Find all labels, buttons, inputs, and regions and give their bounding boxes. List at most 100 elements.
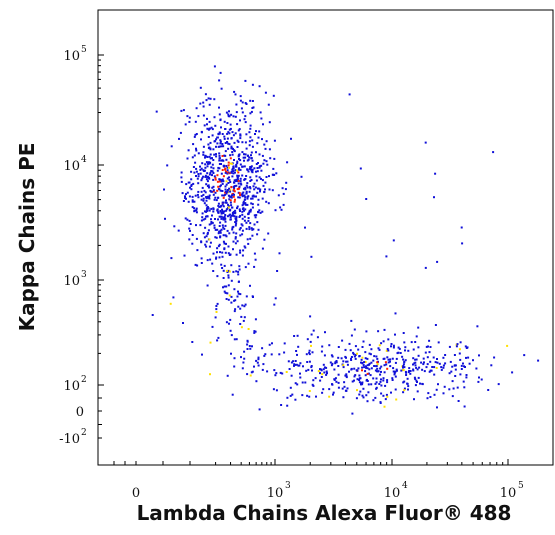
transitional-event-point: [218, 243, 221, 246]
kappa-event-point: [177, 229, 180, 232]
lambda-event-point: [428, 339, 431, 342]
kappa-event-point: [205, 204, 208, 207]
transitional-event-point: [215, 256, 218, 259]
lambda-event-point: [406, 377, 409, 380]
kappa-event-point: [228, 232, 231, 235]
transitional-event-point: [273, 303, 276, 306]
lambda-event-point: [376, 363, 379, 366]
kappa-event-point: [235, 253, 238, 256]
kappa-event-point: [265, 160, 268, 163]
kappa-event-point: [190, 183, 193, 186]
kappa-event-point: [233, 187, 236, 190]
lambda-event-point: [453, 364, 456, 367]
lambda-event-point: [286, 396, 289, 399]
kappa-event-point: [188, 219, 191, 222]
kappa-event-point: [208, 127, 211, 130]
lambda-event-point: [391, 357, 394, 360]
kappa-event-point: [237, 179, 240, 182]
lambda-event-point: [537, 359, 540, 362]
lambda-event-point: [368, 368, 371, 371]
kappa-event-point: [273, 139, 276, 142]
y-tick-label: 10: [63, 274, 80, 289]
kappa-event-point: [249, 176, 252, 179]
kappa-event-point: [227, 252, 230, 255]
lambda-event-point: [406, 382, 409, 385]
x-tick-label: 10: [267, 486, 284, 501]
lambda-event-point: [324, 331, 326, 334]
kappa-event-point: [223, 194, 225, 197]
kappa-event-point: [193, 207, 196, 210]
kappa-event-point: [250, 227, 253, 230]
kappa-event-point: [205, 196, 208, 199]
kappa-event-point: [193, 200, 196, 203]
lambda-event-point: [305, 353, 308, 356]
sparse-event-point: [233, 90, 236, 93]
lambda-event-point: [376, 357, 379, 360]
kappa-event-point: [228, 187, 231, 190]
lambda-event-point: [386, 395, 389, 398]
kappa-event-point: [197, 115, 200, 118]
lambda-event-point: [335, 360, 338, 362]
kappa-event-point: [221, 224, 224, 227]
lambda-event-point: [506, 344, 509, 347]
kappa-event-point: [244, 153, 247, 156]
lambda-event-point: [410, 341, 413, 344]
lambda-event-point: [366, 367, 369, 370]
kappa-event-point: [244, 79, 247, 82]
lambda-event-point: [472, 359, 474, 362]
transitional-event-point: [243, 357, 246, 360]
lambda-event-point: [365, 366, 368, 369]
lambda-event-point: [266, 370, 269, 373]
lambda-event-point: [357, 348, 360, 351]
kappa-event-point: [220, 217, 223, 220]
kappa-event-point: [243, 159, 245, 162]
kappa-event-point: [188, 120, 191, 123]
lambda-event-point: [380, 378, 382, 381]
kappa-event-point: [218, 113, 221, 116]
lambda-event-point: [312, 384, 315, 387]
lambda-event-point: [361, 383, 364, 386]
kappa-event-point: [190, 170, 193, 173]
kappa-event-point: [271, 189, 274, 192]
kappa-event-point: [234, 198, 236, 201]
lambda-event-point: [322, 363, 325, 366]
kappa-event-point: [235, 111, 238, 114]
lambda-event-point: [373, 355, 376, 358]
lambda-event-point: [370, 383, 373, 386]
kappa-event-point: [209, 153, 212, 156]
kappa-event-point: [184, 123, 187, 126]
lambda-event-point: [389, 358, 392, 361]
lambda-event-point: [403, 361, 406, 364]
kappa-event-point: [263, 190, 266, 193]
lambda-event-point: [357, 367, 360, 370]
kappa-event-point: [222, 145, 225, 148]
kappa-event-point: [234, 93, 237, 96]
lambda-event-point: [459, 341, 462, 344]
kappa-event-point: [214, 176, 217, 179]
kappa-event-point: [232, 172, 235, 175]
kappa-event-point: [192, 166, 195, 168]
kappa-event-point: [235, 232, 238, 235]
x-tick-exponent: 4: [402, 481, 408, 491]
kappa-event-point: [230, 145, 233, 148]
kappa-event-point: [249, 127, 252, 130]
lambda-event-point: [382, 340, 385, 343]
kappa-event-point: [200, 262, 203, 264]
lambda-event-point: [463, 365, 465, 368]
transitional-event-point: [234, 242, 237, 245]
lambda-event-point: [493, 356, 496, 359]
sparse-event-point: [394, 312, 397, 315]
kappa-event-point: [250, 110, 253, 113]
lambda-event-point: [457, 400, 460, 402]
lambda-event-point: [356, 389, 358, 392]
kappa-event-point: [246, 196, 249, 198]
kappa-event-point: [191, 199, 194, 202]
kappa-event-point: [195, 175, 197, 177]
kappa-event-point: [186, 157, 189, 160]
lambda-event-point: [361, 366, 364, 369]
kappa-event-point: [237, 171, 240, 174]
lambda-event-point: [315, 395, 317, 398]
kappa-event-point: [239, 99, 242, 102]
kappa-event-point: [249, 222, 252, 225]
transitional-event-point: [253, 331, 256, 334]
